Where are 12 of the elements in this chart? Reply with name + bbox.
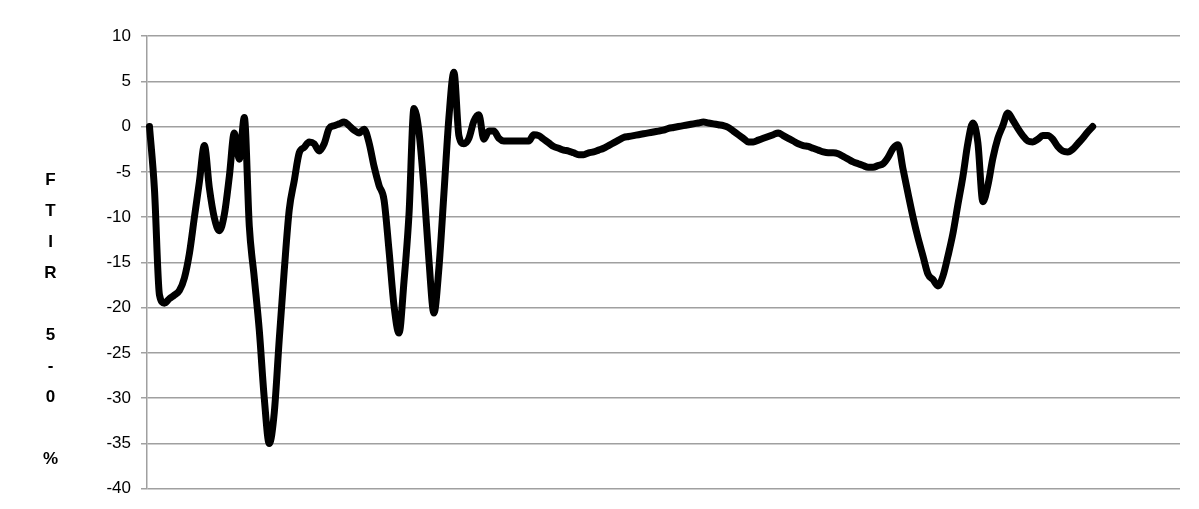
y-tick-label: -15 [106, 252, 131, 272]
y-tick-label: -40 [106, 478, 131, 498]
y-tick-label: 10 [112, 25, 131, 45]
y-tick-label: -25 [106, 342, 131, 362]
y-tick-label: -30 [106, 387, 131, 407]
y-tick-label: -10 [106, 206, 131, 226]
y-tick-label: -35 [106, 433, 131, 453]
y-tick-label: 0 [121, 116, 131, 136]
y-axis-title: FTIR 5-0 % [40, 170, 60, 480]
y-tick-label: -5 [115, 161, 131, 181]
y-tick-label: 5 [121, 70, 131, 90]
y-tick-label: -20 [106, 297, 131, 317]
